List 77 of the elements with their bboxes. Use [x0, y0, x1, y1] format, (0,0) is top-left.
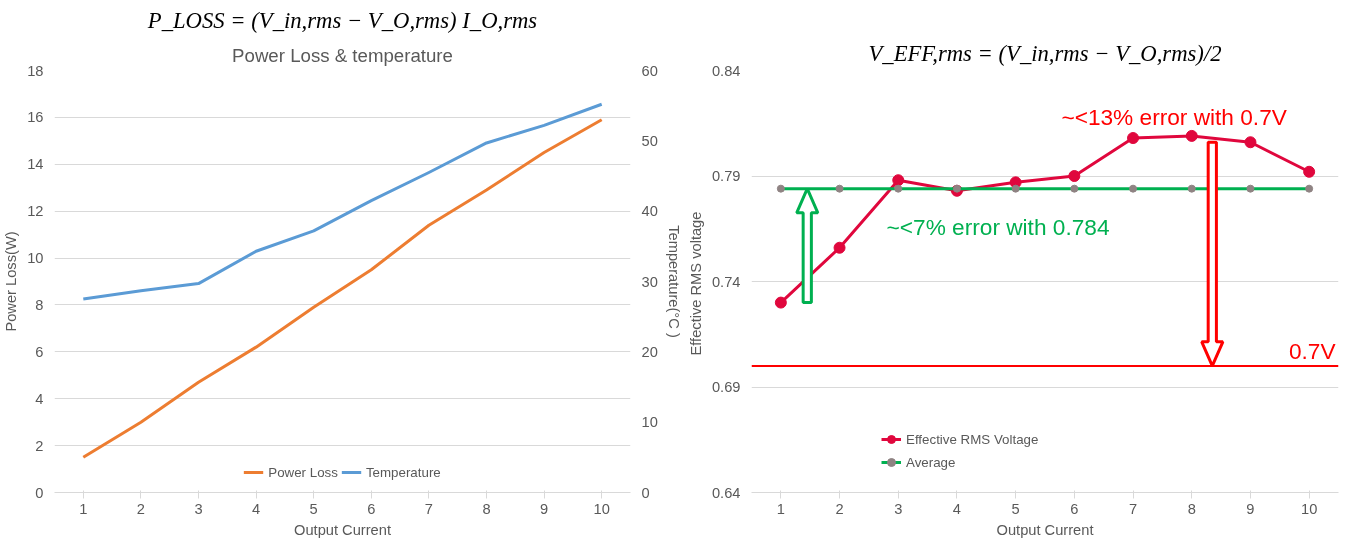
x-tick-label: 1: [776, 500, 785, 517]
y2-axis-title: Temperature(°C ): [665, 225, 682, 338]
x-tick-label: 2: [835, 500, 844, 517]
x-tick-label: 7: [424, 500, 433, 517]
point: [1127, 132, 1140, 145]
point: [1187, 184, 1196, 193]
y2-tick-label: 60: [641, 62, 658, 79]
y2-tick-label: 20: [641, 343, 658, 360]
point: [1070, 184, 1079, 193]
x-tick-label: 4: [952, 500, 962, 517]
legend-label: Power Loss: [268, 464, 338, 480]
point: [1011, 184, 1020, 193]
x-tick-label: 3: [194, 500, 203, 517]
legend-label: Average: [906, 454, 956, 470]
line-series: [81, 118, 604, 459]
y-tick-label: 4: [35, 390, 44, 407]
point: [774, 296, 787, 309]
y2-tick-label: 0: [641, 484, 650, 501]
y-tick-label: 0.64: [711, 484, 741, 501]
x-tick-label: 6: [367, 500, 376, 517]
x-tick-label: 1: [79, 500, 88, 517]
x-tick-label: 3: [894, 500, 903, 517]
x-tick-label: 10: [593, 500, 610, 517]
x-tick-label: 5: [309, 500, 318, 517]
y2-tick-label: 40: [641, 203, 658, 220]
y-tick-label: 6: [35, 343, 44, 360]
point: [1185, 129, 1198, 142]
x-axis-title: Output Current: [294, 521, 391, 538]
y-tick-label: 0.84: [711, 62, 741, 79]
y-axis-title: Effective RMS voltage: [687, 211, 704, 356]
annotation: ~<7% error with 0.784: [886, 213, 1110, 240]
y-tick-label: 0.69: [711, 379, 741, 395]
y-tick-label: 12: [27, 203, 44, 220]
legend-label: Temperature: [365, 464, 441, 480]
point: [776, 184, 785, 193]
point: [952, 184, 961, 193]
point: [1246, 184, 1255, 193]
x-tick-label: 2: [136, 500, 145, 517]
annotation: ~<13% error with 0.7V: [1061, 103, 1288, 130]
x-tick-label: 5: [1011, 500, 1020, 517]
ref-line-label: 0.7V: [1288, 337, 1337, 364]
point: [835, 184, 844, 193]
y2-tick-label: 30: [641, 273, 658, 290]
y-tick-label: 18: [27, 62, 44, 79]
x-tick-label: 8: [482, 500, 491, 517]
y-tick-label: 0.74: [711, 273, 741, 290]
legend-label: Effective RMS Voltage: [906, 431, 1039, 447]
point: [1244, 136, 1257, 149]
x-tick-label: 9: [540, 500, 549, 517]
chart-title: P_LOSS = (V_in,rms − V_O,rms) I_O,rms: [146, 7, 538, 33]
point: [1129, 184, 1138, 193]
x-tick-label: 4: [252, 500, 261, 517]
y-tick-label: 16: [27, 109, 44, 126]
y-tick-label: 10: [27, 250, 44, 267]
x-axis-title: Output Current: [996, 521, 1094, 538]
point: [892, 174, 905, 187]
x-tick-label: 7: [1128, 500, 1138, 517]
point: [1303, 165, 1316, 178]
line-series: [81, 102, 604, 301]
y2-tick-label: 50: [641, 132, 658, 149]
point: [1305, 184, 1314, 193]
x-tick-label: 9: [1246, 500, 1255, 517]
chart-subtitle: Power Loss & temperature: [232, 44, 453, 66]
y-tick-label: 14: [27, 156, 44, 173]
y-tick-label: 8: [35, 296, 44, 313]
x-tick-label: 8: [1187, 500, 1196, 517]
point: [1068, 170, 1081, 182]
x-tick-label: 10: [1301, 500, 1318, 517]
point: [833, 241, 846, 254]
chart-title: V_EFF,rms = (V_in,rms − V_O,rms)/2: [868, 40, 1222, 66]
y-tick-label: 0: [35, 484, 44, 501]
y2-tick-label: 10: [641, 414, 658, 431]
point: [894, 184, 903, 193]
y-tick-label: 2: [35, 437, 44, 454]
y-axis-title: Power Loss(W): [3, 231, 20, 332]
y-tick-label: 0.79: [711, 168, 741, 184]
x-tick-label: 6: [1070, 500, 1079, 517]
